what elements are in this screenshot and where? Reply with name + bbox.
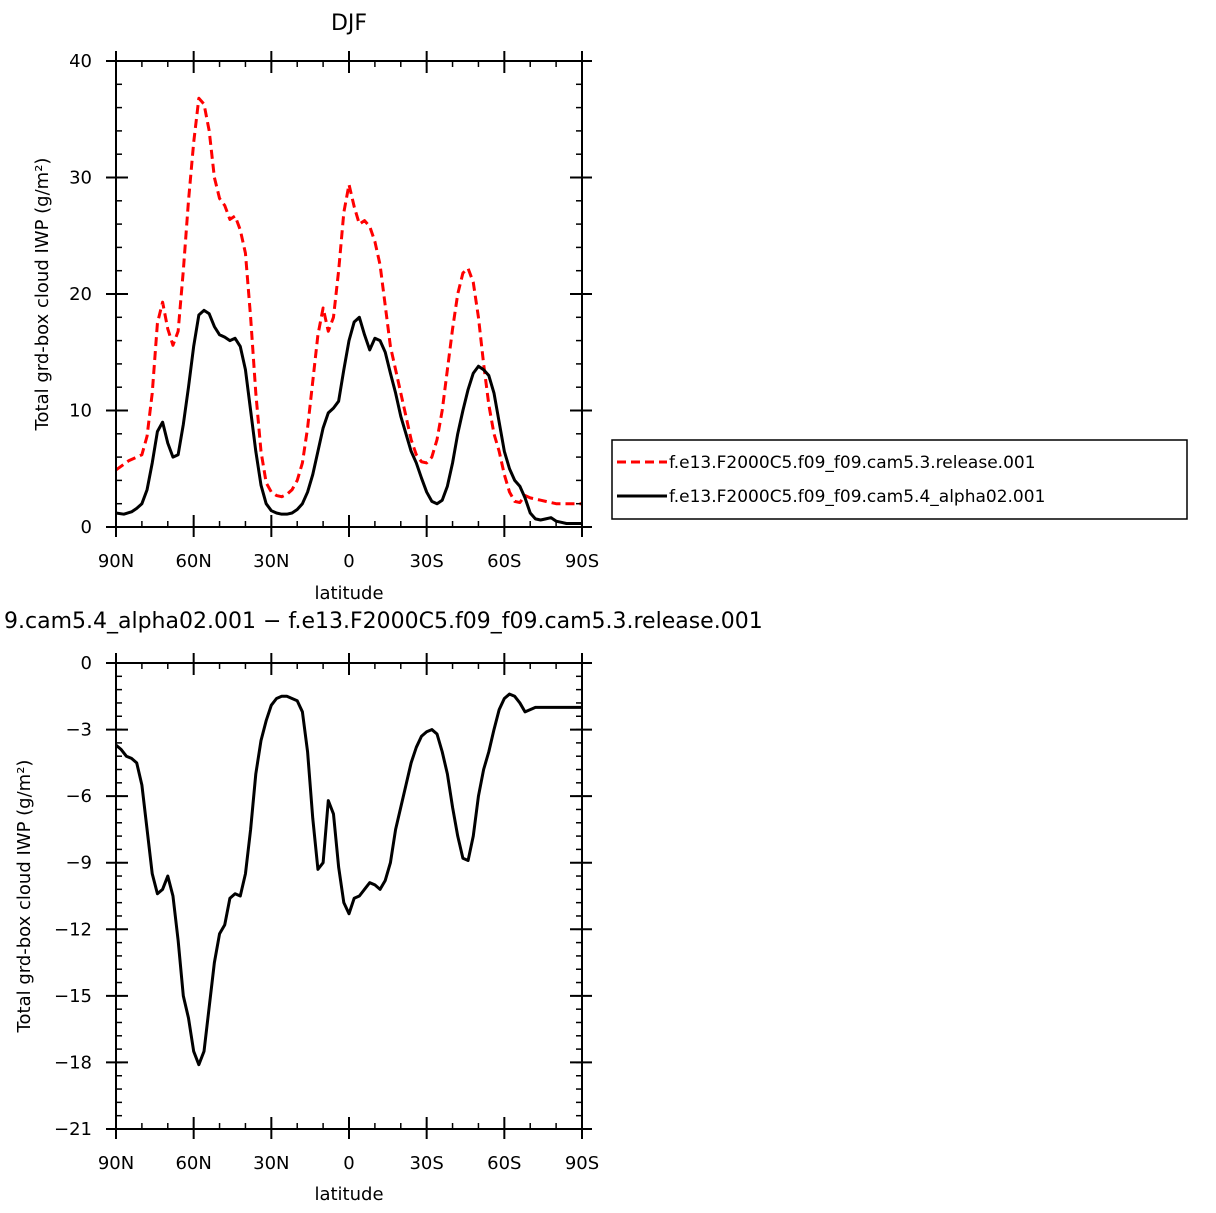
top-y-tick-label: 0 [81,517,92,538]
bottom-y-tick-label: −9 [65,853,92,874]
bottom-plot-frame [115,662,583,1130]
top-chart-title: DJF [331,11,367,36]
top-x-tick-label: 0 [343,551,354,572]
bottom-y-tick-label: −3 [65,720,92,741]
bottom-y-tick-label: −12 [54,919,92,940]
bottom-y-axis-label: Total grd-box cloud IWP (g/m²) [14,760,35,1034]
bottom-chart-title: 9.cam5.4_alpha02.001 − f.e13.F2000C5.f09… [4,609,763,634]
bottom-series-line-0 [115,692,582,1067]
top-plot-frame [115,60,583,528]
top-y-tick-label: 40 [69,51,92,72]
bottom-y-axis: 0 −3 −6 −9 −12 −15 −18 −21 [54,653,592,1140]
bottom-y-tick-label: −6 [65,786,92,807]
top-x-tick-label: 60S [487,551,521,572]
bottom-y-tick-label: −18 [54,1052,92,1073]
top-y-tick-label: 30 [69,168,92,189]
top-series-group [115,96,582,525]
bottom-x-tick-label: 30S [409,1153,443,1174]
top-x-tick-label: 30S [409,551,443,572]
bottom-x-axis-label: latitude [314,1184,383,1205]
bottom-x-tick-label: 90N [98,1153,134,1174]
legend-entry-black: f.e13.F2000C5.f09_f09.cam5.4_alpha02.001 [669,487,1045,507]
bottom-x-tick-label: 90S [565,1153,599,1174]
top-x-tick-label: 90N [98,551,134,572]
top-series-line-0 [115,96,582,506]
bottom-y-tick-label: −15 [54,986,92,1007]
top-x-axis-label: latitude [314,583,383,604]
top-panel: DJF 0 10 20 30 40 90N 60N 30N 0 30S 60S 90S latitu… [32,11,1188,604]
top-y-axis: 0 10 20 30 40 [69,51,592,538]
top-x-tick-label: 60N [175,551,211,572]
bottom-y-tick-label: −21 [54,1119,92,1140]
top-x-tick-label: 90S [565,551,599,572]
top-series-line-1 [115,308,582,525]
bottom-x-tick-label: 0 [343,1153,354,1174]
legend-box [611,439,1188,520]
top-y-axis-label: Total grd-box cloud IWP (g/m²) [32,158,53,432]
bottom-x-tick-label: 60S [487,1153,521,1174]
bottom-x-axis: 90N 60N 30N 0 30S 60S 90S [98,653,599,1174]
bottom-x-tick-label: 60N [175,1153,211,1174]
bottom-series-group [115,692,582,1067]
legend: f.e13.F2000C5.f09_f09.cam5.3.release.001… [611,439,1188,520]
top-x-axis: 90N 60N 30N 0 30S 60S 90S [98,51,599,572]
bottom-panel: 9.cam5.4_alpha02.001 − f.e13.F2000C5.f09… [4,609,763,1205]
top-y-tick-label: 10 [69,401,92,422]
bottom-y-tick-label: 0 [81,653,92,674]
bottom-x-tick-label: 30N [253,1153,289,1174]
top-x-tick-label: 30N [253,551,289,572]
top-y-tick-label: 20 [69,284,92,305]
legend-entry-red: f.e13.F2000C5.f09_f09.cam5.3.release.001 [669,453,1036,473]
